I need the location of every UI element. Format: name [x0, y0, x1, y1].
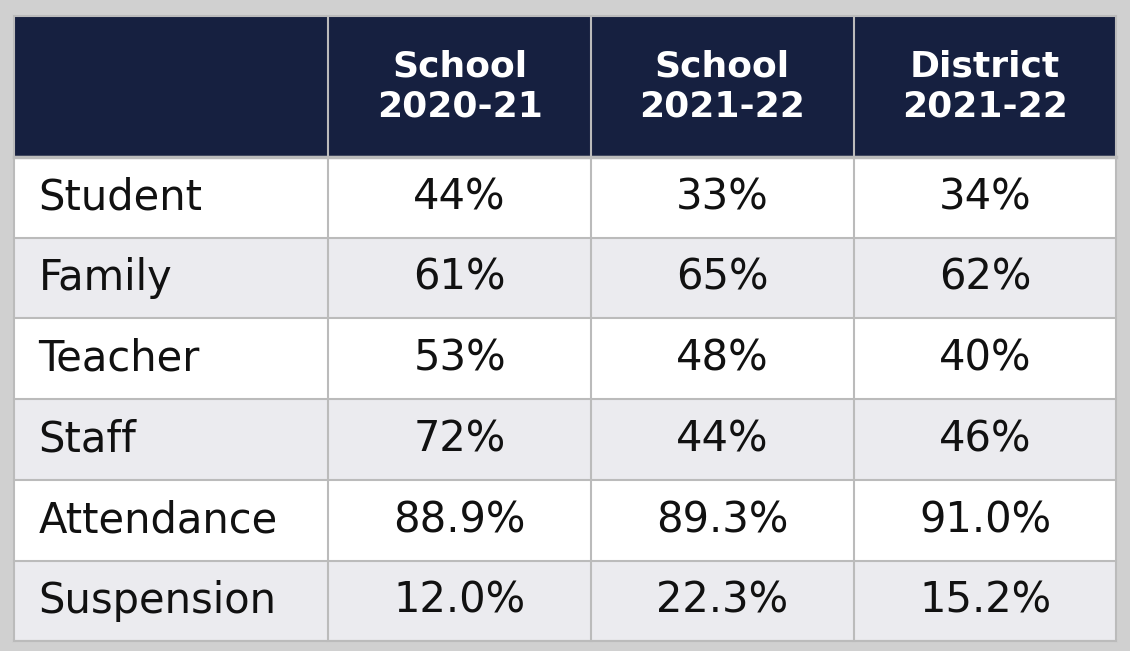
Text: 12.0%: 12.0% [393, 580, 525, 622]
Text: 34%: 34% [939, 176, 1032, 218]
Text: 72%: 72% [414, 419, 506, 460]
Text: 33%: 33% [676, 176, 768, 218]
Bar [853, 399, 1116, 480]
Bar [14, 480, 328, 561]
Text: 53%: 53% [414, 338, 506, 380]
Bar [14, 399, 328, 480]
Bar [853, 238, 1116, 318]
Text: Attendance: Attendance [38, 499, 278, 541]
Text: Teacher: Teacher [38, 338, 200, 380]
Bar [328, 480, 591, 561]
Text: 40%: 40% [939, 338, 1032, 380]
Text: District
2021-22: District 2021-22 [902, 49, 1068, 124]
Text: Family: Family [38, 257, 172, 299]
Text: Suspension: Suspension [38, 580, 277, 622]
Text: 44%: 44% [414, 176, 506, 218]
Text: 65%: 65% [676, 257, 768, 299]
Bar [14, 238, 328, 318]
Bar [591, 238, 853, 318]
Text: 22.3%: 22.3% [657, 580, 789, 622]
Bar [328, 238, 591, 318]
Bar [14, 561, 328, 641]
Bar [853, 318, 1116, 399]
Bar [591, 561, 853, 641]
Text: 62%: 62% [939, 257, 1032, 299]
Bar [853, 157, 1116, 238]
Bar [328, 399, 591, 480]
Bar [591, 318, 853, 399]
Bar [853, 480, 1116, 561]
Text: 48%: 48% [676, 338, 768, 380]
Bar [14, 16, 328, 157]
Text: 15.2%: 15.2% [919, 580, 1051, 622]
Text: 46%: 46% [939, 419, 1032, 460]
Bar [853, 16, 1116, 157]
Text: 61%: 61% [414, 257, 506, 299]
Text: Student: Student [38, 176, 202, 218]
Bar [853, 561, 1116, 641]
Bar [14, 157, 328, 238]
Bar [591, 399, 853, 480]
Text: 91.0%: 91.0% [919, 499, 1051, 541]
Bar [591, 16, 853, 157]
Text: 44%: 44% [676, 419, 768, 460]
Bar [591, 157, 853, 238]
Text: Staff: Staff [38, 419, 137, 460]
Text: 88.9%: 88.9% [393, 499, 525, 541]
Text: 89.3%: 89.3% [657, 499, 789, 541]
Bar [328, 157, 591, 238]
Text: School
2021-22: School 2021-22 [640, 49, 806, 124]
Text: School
2020-21: School 2020-21 [376, 49, 542, 124]
Bar [14, 318, 328, 399]
Bar [328, 16, 591, 157]
Bar [328, 561, 591, 641]
Bar [591, 480, 853, 561]
Bar [328, 318, 591, 399]
